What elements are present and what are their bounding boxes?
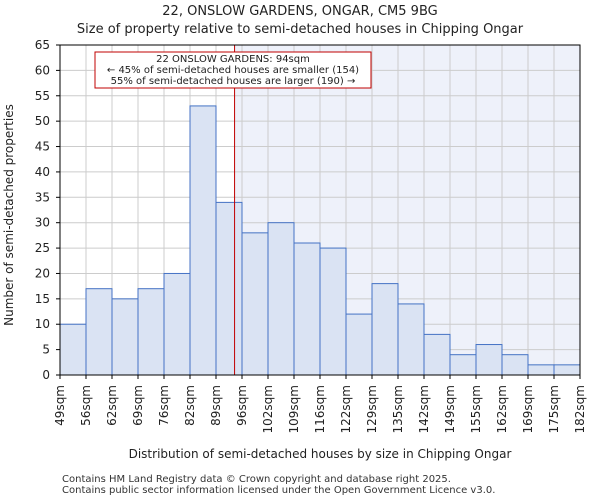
- annotation-line-2: ← 45% of semi-detached houses are smalle…: [107, 65, 359, 76]
- x-tick-label: 76sqm: [157, 385, 171, 426]
- x-tick-label: 122sqm: [339, 385, 353, 433]
- x-tick-label: 149sqm: [443, 385, 457, 433]
- bar-49sqm: [59, 323, 87, 376]
- x-tick-label: 129sqm: [365, 385, 379, 433]
- x-tick-label: 49sqm: [53, 385, 67, 426]
- y-tick-label: 15: [35, 292, 50, 306]
- x-tick-label: 69sqm: [131, 385, 145, 426]
- y-tick-label: 20: [35, 266, 50, 280]
- bar-116sqm: [319, 247, 347, 376]
- x-tick-label: 169sqm: [521, 385, 535, 433]
- bar-109sqm: [293, 242, 321, 376]
- x-tick-label: 142sqm: [417, 385, 431, 433]
- bar-62sqm: [111, 298, 139, 376]
- y-tick-label: 65: [35, 38, 50, 52]
- annotation-box-border: [94, 51, 372, 89]
- y-axis-label: Number of semi-detached properties: [2, 104, 16, 326]
- y-tick-label: 60: [35, 63, 50, 77]
- x-tick-label: 175sqm: [547, 385, 561, 433]
- bar-162sqm: [501, 354, 529, 376]
- footer-line-2: Contains public sector information licen…: [62, 485, 496, 496]
- y-tick-label: 0: [42, 368, 50, 382]
- x-tick-label: 182sqm: [573, 385, 587, 433]
- x-tick-label: 162sqm: [495, 385, 509, 433]
- x-tick-label: 155sqm: [469, 385, 483, 433]
- x-tick-label: 89sqm: [209, 385, 223, 426]
- bar-122sqm: [345, 313, 373, 376]
- annotation-box: 22 ONSLOW GARDENS: 94sqm ← 45% of semi-d…: [94, 51, 372, 89]
- x-tick-label: 96sqm: [235, 385, 249, 426]
- bar-129sqm: [371, 283, 399, 376]
- annotation-line-3: 55% of semi-detached houses are larger (…: [111, 76, 356, 87]
- chart-subtitle: Size of property relative to semi-detach…: [77, 22, 524, 37]
- chart-title: 22, ONSLOW GARDENS, ONGAR, CM5 9BG: [162, 4, 437, 19]
- bar-169sqm: [527, 364, 555, 376]
- bar-76sqm: [163, 272, 191, 376]
- x-axis-label: Distribution of semi-detached houses by …: [129, 447, 512, 461]
- y-tick-label: 25: [35, 241, 50, 255]
- annotation-line-1: 22 ONSLOW GARDENS: 94sqm: [156, 54, 310, 65]
- y-tick-label: 5: [42, 343, 50, 357]
- y-tick-label: 35: [35, 190, 50, 204]
- x-tick-label: 116sqm: [313, 385, 327, 433]
- x-tick-label: 135sqm: [391, 385, 405, 433]
- y-tick-label: 50: [35, 114, 50, 128]
- bar-96sqm: [241, 232, 269, 376]
- x-tick-label: 109sqm: [287, 385, 301, 433]
- bar-82sqm: [189, 105, 217, 376]
- bar-102sqm: [267, 222, 295, 376]
- y-tick-label: 55: [35, 89, 50, 103]
- bar-69sqm: [137, 288, 165, 376]
- x-tick-label: 56sqm: [79, 385, 93, 426]
- bar-142sqm: [423, 333, 451, 376]
- x-tick-label: 82sqm: [183, 385, 197, 426]
- bar-155sqm: [475, 344, 503, 376]
- y-tick-label: 45: [35, 140, 50, 154]
- bar-135sqm: [397, 303, 425, 376]
- y-tick-label: 30: [35, 216, 50, 230]
- bar-149sqm: [449, 354, 477, 376]
- y-tick-label: 40: [35, 165, 50, 179]
- footer-line-1: Contains HM Land Registry data © Crown c…: [62, 474, 451, 485]
- y-tick-label: 10: [35, 317, 50, 331]
- bar-175sqm: [553, 364, 581, 376]
- x-tick-label: 62sqm: [105, 385, 119, 426]
- bar-89sqm: [215, 201, 243, 376]
- x-tick-label: 102sqm: [261, 385, 275, 433]
- bar-56sqm: [85, 288, 113, 376]
